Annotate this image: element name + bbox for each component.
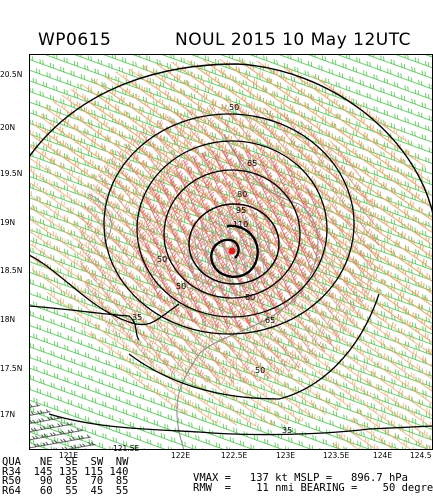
contour-label: 50 [229,103,239,112]
contour-label: 50 [176,282,186,291]
coastline [176,133,319,450]
contour-label: 110 [233,220,248,229]
lat-tick-label: 19.5N [0,169,23,178]
lon-tick-label: 124.5 [410,451,432,460]
lon-tick-label: 122.5E [221,451,248,460]
lat-tick-label: 17.5N [0,364,23,373]
lon-tick-label: 121E [59,451,79,460]
radii-row-r64: R64 60 55 45 55 [2,484,129,497]
contour-35-west [29,305,140,341]
contour-west-50 [29,254,180,326]
radii-row-r34: R34 145 135 115 140 [2,465,129,478]
radii-header: QUA NE SE SW NW [2,456,129,468]
lat-tick-label: 18.5N [0,266,23,275]
contour-label: 35 [282,426,292,435]
contour-65 [136,140,328,318]
contour-label: 65 [265,316,275,325]
contour-label: 80 [237,190,247,199]
lat-tick-label: 17N [0,410,16,419]
wind-field-map: 50 65 80 95 110 50 35 50 80 65 50 35 [29,54,433,450]
strong-wind-corner [29,399,99,450]
storm-stats: VMAX = 137 kt MSLP = 896.7 hPa RMW = 11 n… [193,472,433,494]
wind-radii-table: QUA NE SE SW NW R34 145 135 115 140 R50 90… [2,456,129,497]
contour-label: 80 [245,293,255,302]
contour-50 [103,113,355,335]
contour-35-south [48,413,433,436]
stats-vmax-mslp: VMAX = 137 kt MSLP = 896.7 hPa [193,472,408,484]
contour-110 [210,224,259,278]
storm-center-marker [228,247,236,255]
lon-tick-label: 123.5E [323,451,350,460]
contour-outer-50 [29,63,433,215]
lon-tick-label: 122E [171,451,191,460]
contour-label: 50 [255,366,265,375]
lat-tick-label: 18N [0,315,16,324]
lon-tick-label: 121.5E [113,444,140,453]
contour-label: 35 [132,313,142,322]
storm-info: NOUL 2015 10 May 12UTC [175,30,412,50]
contour-label: 95 [236,206,246,215]
contour-95 [188,203,280,285]
lat-tick-label: 20N [0,123,16,132]
lon-tick-label: 123E [276,451,296,460]
storm-id: WP0615 [38,30,112,50]
coastline-fragment [88,193,112,245]
radii-row-r50: R50 90 85 70 85 [2,475,129,488]
lat-tick-label: 20.5N [0,70,23,79]
lat-tick-label: 19N [0,218,16,227]
contour-south-50 [128,293,380,400]
contour-label: 65 [247,159,257,168]
contour-label: 50 [157,255,167,264]
lon-tick-label: 124E [373,451,393,460]
contour-80 [163,169,301,299]
stats-rmw-bearing: RMW = 11 nmi BEARING = 50 degrees [193,481,433,494]
